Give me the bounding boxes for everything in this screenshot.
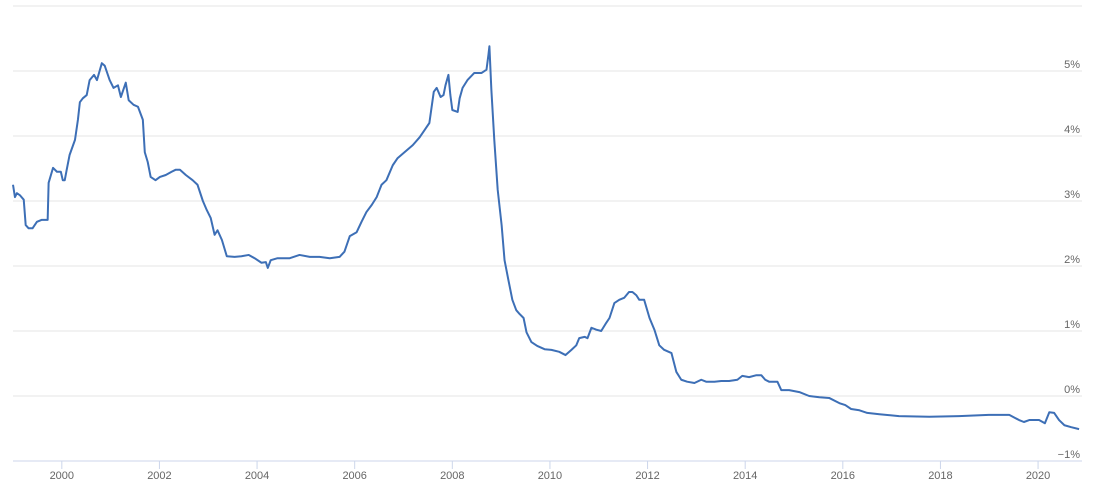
x-tick-label: 2016 <box>831 470 855 482</box>
y-tick-label: 4% <box>1064 124 1080 136</box>
y-tick-label: −1% <box>1058 449 1081 461</box>
y-tick-label: 1% <box>1064 319 1080 331</box>
x-tick-label: 2002 <box>147 470 171 482</box>
x-tick-label: 2020 <box>1026 470 1050 482</box>
x-tick-label: 2010 <box>538 470 562 482</box>
y-tick-label: 2% <box>1064 254 1080 266</box>
y-tick-label: 0% <box>1064 384 1080 396</box>
x-tick-label: 2012 <box>635 470 659 482</box>
x-tick-label: 2004 <box>245 470 269 482</box>
y-tick-label: 3% <box>1064 189 1080 201</box>
x-tick-label: 2014 <box>733 470 757 482</box>
line-series <box>12 45 1080 431</box>
x-tick-label: 2006 <box>342 470 366 482</box>
x-tick-label: 2018 <box>928 470 952 482</box>
x-tick-label: 2000 <box>50 470 74 482</box>
x-tick-label: 2008 <box>440 470 464 482</box>
y-tick-label: 5% <box>1064 59 1080 71</box>
